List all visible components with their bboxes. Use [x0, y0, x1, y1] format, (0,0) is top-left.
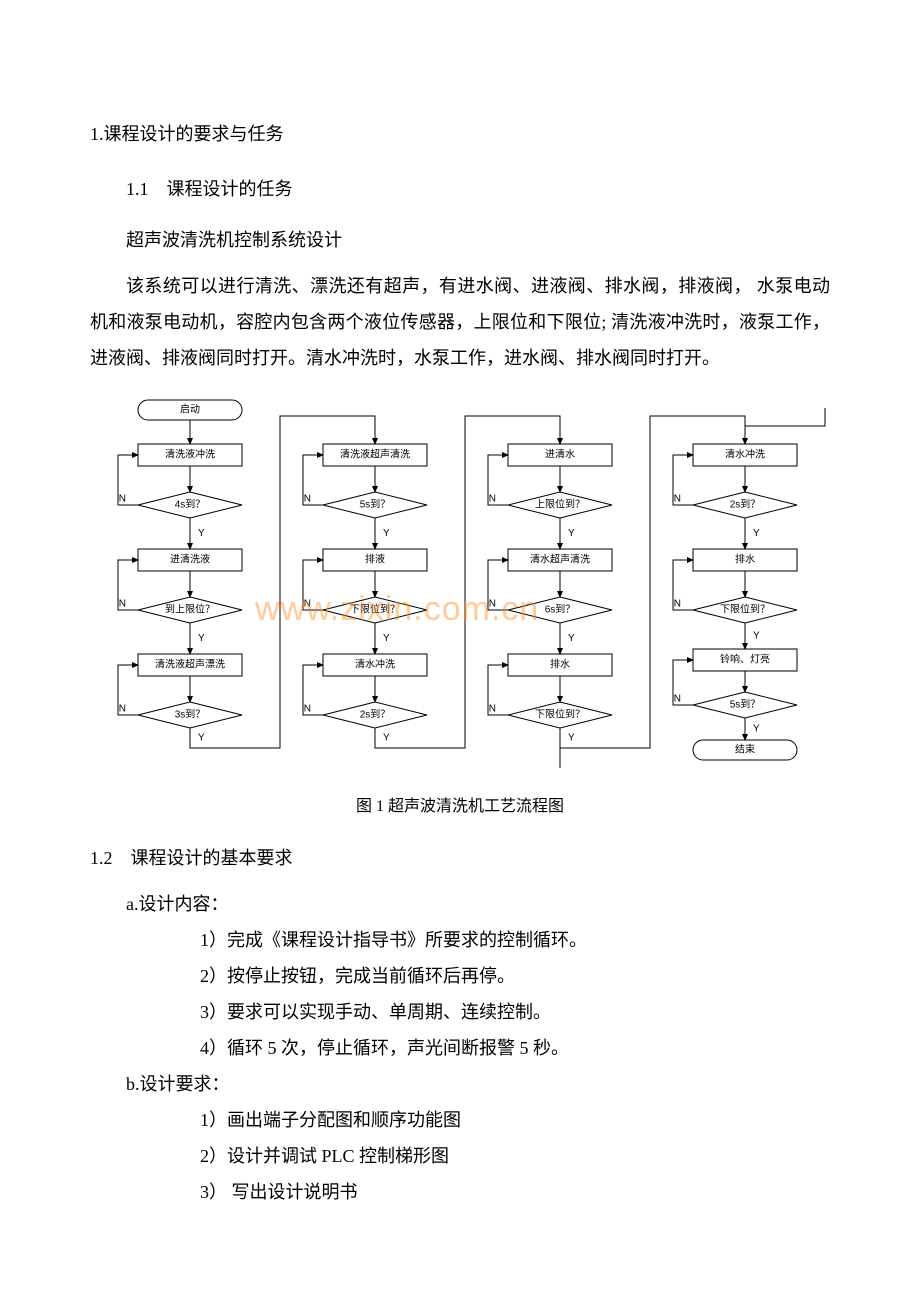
svg-text:排水: 排水 [550, 657, 570, 670]
svg-text:排液: 排液 [365, 552, 385, 565]
content-item-1: 1）完成《课程设计指导书》所要求的控制循环。 [200, 922, 830, 958]
require-item-1: 1）画出端子分配图和顺序功能图 [200, 1102, 830, 1138]
require-label: b.设计要求： [126, 1066, 830, 1102]
svg-text:到上限位？: 到上限位？ [165, 602, 215, 615]
svg-text:结束: 结束 [735, 742, 755, 755]
svg-text:Y: Y [198, 633, 205, 644]
svg-text:N: N [489, 598, 496, 609]
svg-text:Y: Y [383, 528, 390, 539]
subsection-1-1-title: 1.1 课程设计的任务 [126, 175, 830, 204]
figure-caption: 图 1 超声波清洗机工艺流程图 [90, 792, 830, 816]
svg-text:5s到？: 5s到？ [730, 698, 761, 710]
svg-text:Y: Y [568, 528, 575, 539]
svg-text:Y: Y [753, 528, 760, 539]
svg-text:铃响、灯亮: 铃响、灯亮 [720, 652, 770, 665]
svg-text:下限位到？: 下限位到？ [535, 707, 585, 720]
svg-text:清洗液超声清洗: 清洗液超声清洗 [340, 447, 410, 460]
svg-text:Y: Y [383, 633, 390, 644]
svg-text:清洗液超声漂洗: 清洗液超声漂洗 [155, 657, 225, 670]
svg-text:2s到？: 2s到？ [730, 498, 761, 510]
svg-text:N: N [674, 493, 681, 504]
require-item-2: 2）设计并调试 PLC 控制梯形图 [200, 1138, 830, 1174]
svg-text:N: N [304, 598, 311, 609]
svg-text:N: N [674, 693, 681, 704]
svg-text:进清水: 进清水 [545, 447, 575, 460]
content-item-2: 2）按停止按钮，完成当前循环后再停。 [200, 958, 830, 994]
svg-text:N: N [119, 598, 126, 609]
svg-text:Y: Y [198, 528, 205, 539]
svg-text:N: N [304, 493, 311, 504]
svg-text:下限位到？: 下限位到？ [350, 602, 400, 615]
svg-text:N: N [119, 493, 126, 504]
section-title: 1.课程设计的要求与任务 [90, 120, 830, 149]
svg-text:2s到？: 2s到？ [360, 708, 391, 720]
svg-text:6s到？: 6s到？ [545, 603, 576, 615]
svg-text:上限位到？: 上限位到？ [535, 497, 585, 510]
svg-text:进清洗液: 进清洗液 [170, 552, 210, 565]
svg-text:清水超声清洗: 清水超声清洗 [530, 552, 590, 565]
svg-text:3s到？: 3s到？ [175, 708, 206, 720]
subsection-1-2-title: 1.2 课程设计的基本要求 [90, 844, 830, 873]
svg-text:Y: Y [383, 732, 390, 743]
svg-text:5s到？: 5s到？ [360, 498, 391, 510]
svg-text:清水冲洗: 清水冲洗 [355, 657, 395, 670]
content-item-3: 3）要求可以实现手动、单周期、连续控制。 [200, 994, 830, 1030]
svg-text:4s到？: 4s到？ [175, 498, 206, 510]
flowchart-diagram: 启动清洗液冲洗 4s到？ 进清洗液到上限位？ 清洗液超声漂洗 3s到？ 清洗液超声清洗 5s… [90, 390, 830, 770]
svg-text:清洗液冲洗: 清洗液冲洗 [165, 447, 215, 460]
svg-text:Y: Y [753, 723, 760, 734]
svg-text:排水: 排水 [735, 552, 755, 565]
system-name: 超声波清洗机控制系统设计 [126, 222, 830, 258]
description-paragraph: 该系统可以进行清洗、漂洗还有超声，有进水阀、进液阀、排水阀，排液阀， 水泵电动机… [90, 268, 830, 376]
description-first-line: 该系统可以进行清洗、漂洗还有超声，有进水阀、进液阀、排水阀，排液阀， [126, 276, 752, 296]
content-label: a.设计内容： [126, 886, 830, 922]
svg-text:清水冲洗: 清水冲洗 [725, 447, 765, 460]
svg-text:N: N [304, 703, 311, 714]
content-item-4: 4）循环 5 次，停止循环，声光间断报警 5 秒。 [200, 1030, 830, 1066]
svg-text:Y: Y [198, 732, 205, 743]
svg-text:Y: Y [753, 630, 760, 641]
svg-text:下限位到？: 下限位到？ [720, 602, 770, 615]
svg-text:N: N [119, 703, 126, 714]
svg-text:Y: Y [568, 732, 575, 743]
svg-text:启动: 启动 [180, 402, 200, 415]
svg-text:N: N [489, 493, 496, 504]
svg-text:N: N [489, 703, 496, 714]
require-item-3: 3） 写出设计说明书 [200, 1174, 830, 1210]
flowchart-svg: 启动清洗液冲洗 4s到？ 进清洗液到上限位？ 清洗液超声漂洗 3s到？ 清洗液超声清洗 5s… [90, 390, 830, 770]
svg-text:N: N [674, 598, 681, 609]
svg-text:Y: Y [568, 633, 575, 644]
